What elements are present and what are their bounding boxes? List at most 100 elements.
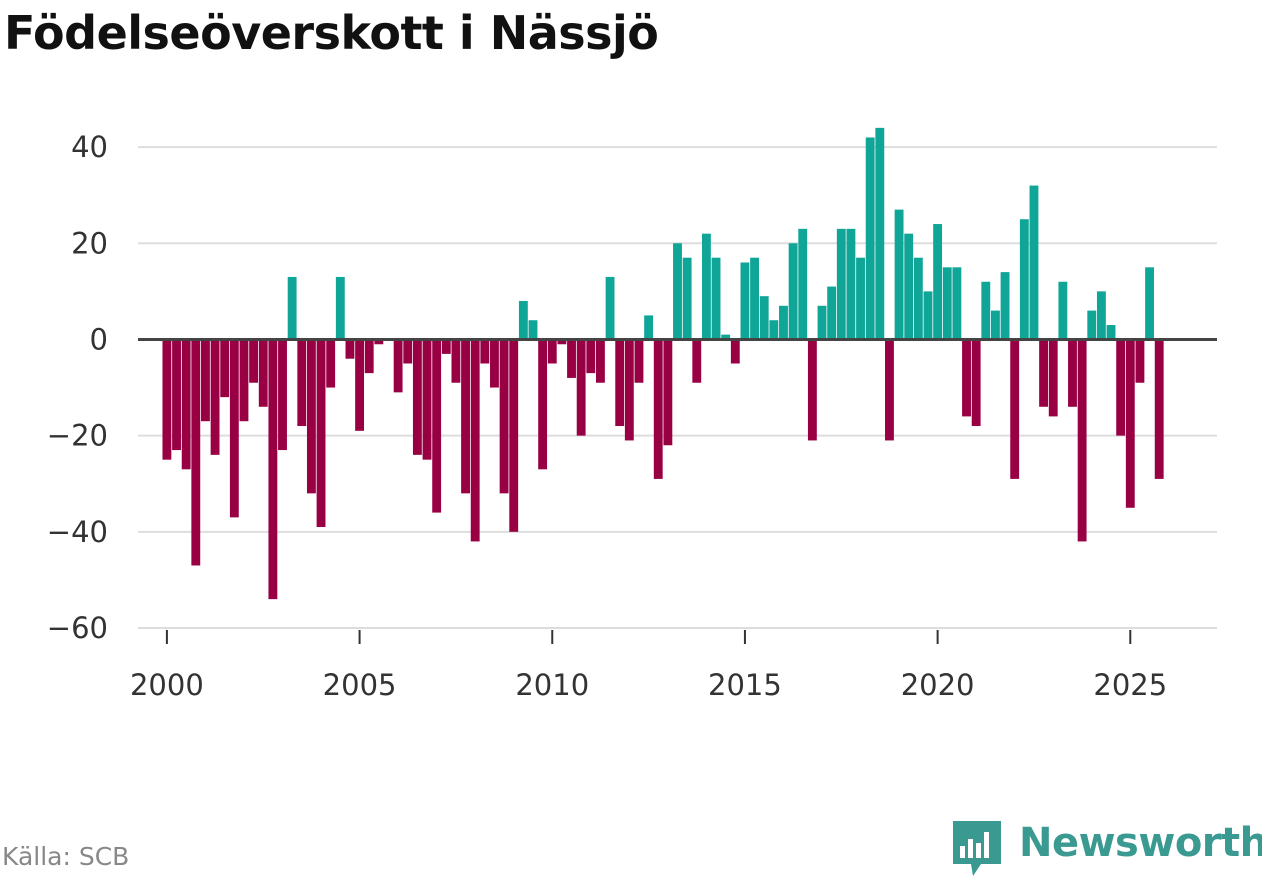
bar [1058, 281, 1068, 340]
bar [499, 339, 509, 494]
chart-title: Födelseöverskott i Nässjö [4, 6, 659, 60]
y-tick-label: −20 [47, 419, 108, 453]
bar [615, 339, 625, 427]
bar [605, 276, 615, 340]
bar [913, 257, 923, 340]
bar [355, 339, 365, 431]
bar [836, 228, 846, 340]
bar [393, 339, 403, 393]
bar [335, 276, 345, 340]
bar [538, 339, 548, 470]
bar [740, 262, 750, 340]
bar [239, 339, 249, 422]
bar [1087, 310, 1097, 340]
bar [923, 291, 933, 340]
bar [942, 267, 952, 340]
bar [663, 339, 673, 446]
x-tick-label: 2015 [708, 668, 782, 702]
bar [885, 339, 894, 441]
bar [287, 276, 297, 340]
bar [374, 339, 384, 345]
bar [268, 339, 278, 600]
bar [528, 320, 538, 340]
bar [480, 339, 490, 364]
bar [759, 296, 769, 340]
bar [518, 300, 528, 340]
bar [644, 315, 654, 340]
bar [952, 267, 962, 340]
x-tick-label: 2005 [323, 668, 397, 702]
bar [1077, 339, 1087, 542]
bar [586, 339, 596, 374]
bar [470, 339, 480, 542]
bar [229, 339, 239, 518]
bar [1116, 339, 1126, 436]
bar [1039, 339, 1049, 407]
bar [297, 339, 307, 427]
bar [711, 257, 721, 340]
bar [210, 339, 220, 455]
bar [894, 209, 904, 340]
bar [451, 339, 461, 383]
bar [201, 339, 210, 422]
newsworthy-logo[interactable]: Newsworthy [951, 818, 1262, 878]
bar [1145, 267, 1154, 340]
bar [576, 339, 586, 436]
bar [432, 339, 442, 513]
bar [769, 320, 779, 340]
bar [403, 339, 413, 364]
bar [721, 334, 731, 340]
bar [1068, 339, 1077, 407]
source-note: Källa: SCB [2, 842, 130, 871]
y-tick-label: 0 [90, 322, 108, 356]
bar [962, 339, 971, 417]
bar [412, 339, 422, 455]
bar [172, 339, 181, 451]
bar [181, 339, 191, 470]
bar [1096, 291, 1106, 340]
bar [779, 305, 788, 340]
y-tick-label: 20 [71, 226, 108, 260]
bar [971, 339, 981, 427]
bar [595, 339, 605, 383]
bar [1048, 339, 1058, 417]
bar [673, 243, 682, 340]
bar [788, 243, 798, 340]
bar [422, 339, 432, 460]
bar [1000, 272, 1010, 340]
bar [807, 339, 817, 441]
bar [827, 286, 837, 340]
bar [990, 310, 1000, 340]
bar [904, 233, 914, 340]
bar [220, 339, 230, 398]
bar [547, 339, 557, 364]
bar [981, 281, 991, 340]
bar [249, 339, 259, 383]
x-tick-label: 2025 [1093, 668, 1167, 702]
bar [258, 339, 268, 407]
bar [1106, 325, 1116, 340]
bar [875, 127, 885, 340]
bar [817, 305, 827, 340]
bar [682, 257, 692, 340]
bar [653, 339, 663, 479]
bar [441, 339, 451, 354]
bar [345, 339, 355, 359]
y-tick-label: −60 [47, 611, 108, 645]
bar [846, 228, 856, 340]
bar [933, 224, 943, 340]
bar [490, 339, 499, 388]
bar [856, 257, 865, 340]
x-axis: 2000 2005 2010 2015 2020 2025 [130, 627, 1217, 702]
bar [557, 339, 567, 345]
y-tick-label: 40 [71, 130, 108, 164]
bar [567, 339, 576, 378]
newsworthy-logo-icon [953, 821, 1001, 876]
x-tick-label: 2010 [515, 668, 589, 702]
bar [750, 257, 760, 340]
bar [326, 339, 336, 388]
y-axis: 40 20 0 −20 −40 −60 [47, 130, 108, 645]
bar [364, 339, 374, 374]
bar [634, 339, 644, 383]
bar [865, 137, 875, 340]
